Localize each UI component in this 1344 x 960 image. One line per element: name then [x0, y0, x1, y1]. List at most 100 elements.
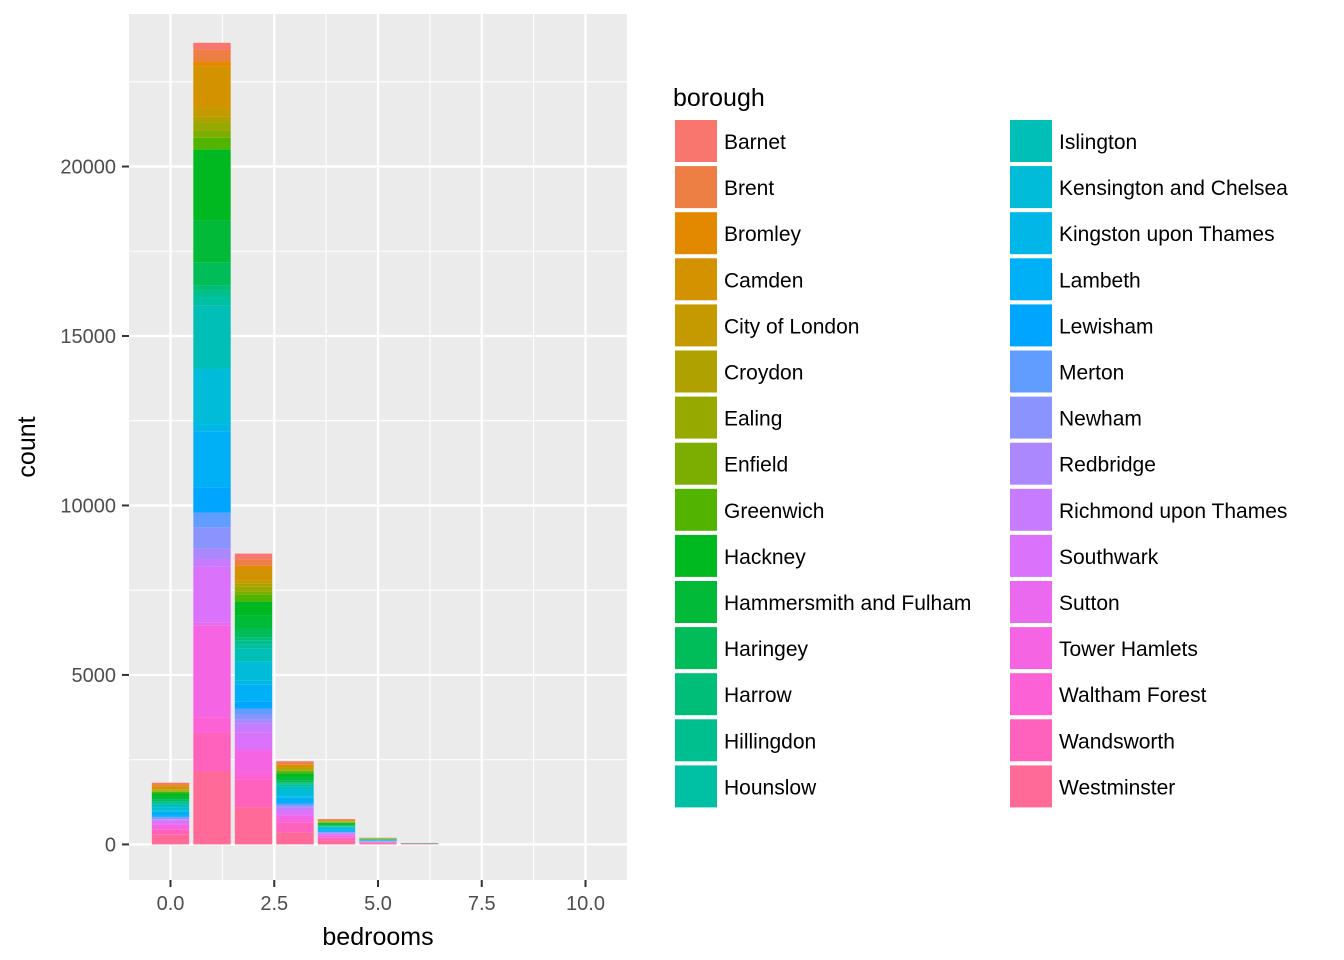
bar-segment [234, 601, 273, 616]
bar-segment [276, 807, 314, 811]
bar-segment [151, 819, 190, 821]
bar-segment [234, 594, 273, 602]
bar-segment [276, 762, 314, 765]
bar-segment [234, 750, 273, 773]
bars [151, 42, 439, 845]
bar-segment [234, 732, 273, 749]
bar-segment [193, 66, 231, 108]
bar-segment [317, 827, 356, 830]
bar-segment [234, 723, 273, 733]
legend-key [675, 442, 717, 485]
bar-segment [151, 789, 190, 790]
bar-segment [151, 811, 190, 816]
bar-segment [151, 786, 190, 790]
legend-key [1010, 442, 1052, 485]
bar-segment [276, 797, 314, 803]
bar-segment [193, 42, 231, 50]
x-tick-label: 10.0 [566, 893, 605, 915]
bar-segment [193, 559, 231, 567]
bar-segment [151, 782, 190, 785]
bar-segment [234, 559, 273, 566]
legend-key [1010, 166, 1052, 209]
legend-key [675, 258, 717, 301]
legend-label: Kensington and Chelsea [1059, 177, 1288, 200]
legend-label: Kingston upon Thames [1059, 223, 1275, 246]
legend-label: Newham [1059, 408, 1142, 431]
bar-segment [151, 791, 190, 792]
bar-segment [234, 708, 273, 715]
bar-segment [317, 835, 356, 838]
bar-segment [193, 116, 231, 123]
bar-segment [151, 785, 190, 787]
bar-segment [317, 830, 356, 832]
x-tick-label: 0.0 [157, 893, 185, 915]
bar-segment [276, 784, 314, 787]
bar-segment [234, 583, 273, 587]
bar-segment [276, 802, 314, 804]
bar-segment [193, 368, 231, 425]
legend-label: Tower Hamlets [1059, 638, 1198, 661]
legend-key [1010, 304, 1052, 347]
bar-segment [193, 305, 231, 369]
legend-key [1010, 534, 1052, 577]
bar-segment [276, 782, 314, 784]
bar-segment [193, 527, 231, 549]
legend-label: Hackney [724, 546, 806, 569]
legend-label: Lewisham [1059, 315, 1154, 338]
bar-segment [234, 568, 273, 581]
legend-label: Westminster [1059, 776, 1175, 799]
legend-key [675, 765, 717, 808]
bar-segment [193, 290, 231, 298]
legend-key [1010, 120, 1052, 162]
legend-key [675, 304, 717, 347]
bar-segment [317, 840, 356, 845]
legend-key [675, 166, 717, 209]
x-axis-title: bedrooms [322, 923, 433, 951]
bar-segment [276, 786, 314, 790]
legend-label: Hillingdon [724, 730, 816, 753]
bar-segment [317, 822, 356, 824]
legend-label: Wandsworth [1059, 730, 1175, 753]
y-tick-label: 5000 [72, 665, 117, 687]
legend-key [675, 581, 717, 623]
bar-segment [193, 732, 231, 772]
bar-segment [193, 220, 231, 263]
x-axis: 0.0 2.5 5.0 7.5 10.0 [157, 880, 605, 915]
legend-label: Bromley [724, 223, 802, 246]
bar-segment [276, 776, 314, 781]
bar-segment [276, 771, 314, 774]
bar-segment [234, 628, 273, 638]
legend-label: Harrow [724, 684, 793, 707]
legend-key [675, 488, 717, 531]
bar-segment [276, 780, 314, 783]
bar-segment [193, 137, 231, 150]
legend-key [1010, 258, 1052, 301]
bar-segment [193, 622, 231, 626]
y-axis: 0 5000 10000 15000 20000 [60, 157, 129, 856]
bar-segment [276, 822, 314, 833]
legend-key [675, 396, 717, 439]
bar-segment [193, 149, 231, 221]
bar-segment [234, 615, 273, 629]
legend-label: Islington [1059, 131, 1137, 154]
bar-segment [276, 770, 314, 772]
legend-key [1010, 765, 1052, 808]
bar-segment [276, 803, 314, 806]
bar-segment [276, 805, 314, 807]
bar-segment [234, 586, 273, 592]
legend-key [1010, 488, 1052, 531]
bar-segment [151, 828, 190, 830]
legend-label: Merton [1059, 362, 1124, 385]
bar-segment [151, 819, 190, 820]
legend-key [1010, 396, 1052, 439]
bar-segment [276, 773, 314, 777]
legend-key [1010, 350, 1052, 393]
bar-segment [234, 565, 273, 569]
bar-segment [151, 801, 190, 803]
bar-segment [317, 833, 356, 835]
bar-segment [276, 832, 314, 845]
legend-label: Barnet [724, 131, 786, 154]
x-tick-label: 5.0 [364, 893, 392, 915]
bar-segment [234, 648, 273, 662]
